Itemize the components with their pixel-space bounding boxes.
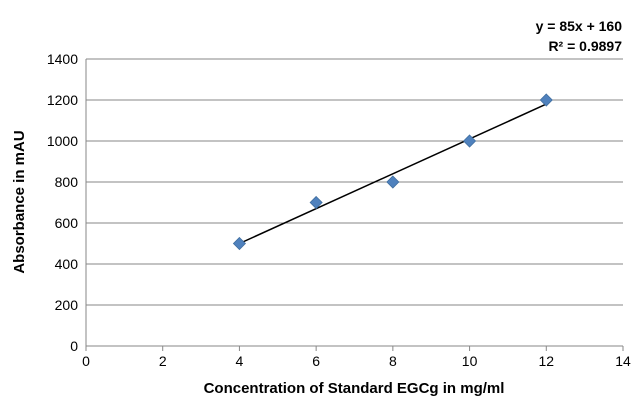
y-tick-label-600: 600 [55, 215, 79, 231]
y-tick-label-1200: 1200 [47, 92, 78, 108]
data-point-10 [463, 134, 477, 148]
y-tick-labels: 0 200 400 600 800 1000 1200 1400 [47, 51, 78, 354]
y-tick-label-1400: 1400 [47, 51, 78, 67]
x-tick-label-10: 10 [462, 353, 478, 369]
x-axis-ticks [85, 346, 624, 351]
data-point-4 [232, 236, 246, 251]
data-point-8 [386, 175, 400, 189]
gridlines [86, 58, 623, 306]
x-axis-title: Concentration of Standard EGCg in mg/ml [204, 380, 505, 397]
y-tick-label-1000: 1000 [47, 133, 78, 149]
y-axis-title: Absorbance in mAU [11, 130, 28, 273]
y-tick-label-800: 800 [55, 174, 79, 190]
data-points [232, 93, 553, 251]
x-tick-label-4: 4 [236, 353, 244, 369]
y-tick-label-200: 200 [55, 297, 79, 313]
data-point-12 [539, 93, 553, 107]
trendline-equation: y = 85x + 160 [536, 18, 623, 34]
x-tick-label-8: 8 [389, 353, 397, 369]
trendline [239, 103, 547, 245]
x-tick-label-2: 2 [159, 353, 167, 369]
x-tick-labels: 0 2 4 6 8 10 12 14 [82, 353, 631, 369]
y-tick-label-0: 0 [70, 338, 78, 354]
x-tick-label-6: 6 [312, 353, 320, 369]
trendline-r-squared: R² = 0.9897 [548, 38, 622, 54]
x-tick-label-0: 0 [82, 353, 90, 369]
x-tick-label-12: 12 [538, 353, 554, 369]
y-tick-label-400: 400 [55, 256, 79, 272]
x-tick-label-14: 14 [615, 353, 631, 369]
data-point-6 [309, 195, 323, 210]
